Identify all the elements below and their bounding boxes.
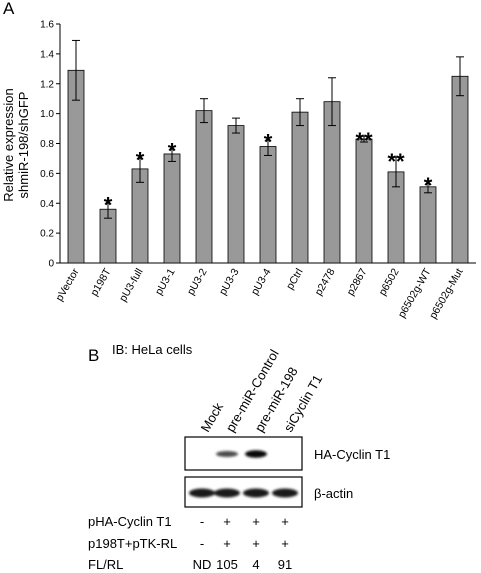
y-tick-label: 1.0: [40, 109, 54, 120]
bar: [163, 153, 181, 264]
x-tick-label: pVector: [53, 266, 81, 303]
condition-value: +: [223, 514, 231, 529]
actin-band: [243, 488, 269, 498]
bar: [195, 110, 213, 264]
y-tick-label: 0.2: [40, 229, 54, 240]
condition-value: +: [252, 514, 260, 529]
x-tick-label: p6502g-Mut: [427, 266, 465, 321]
bar: [451, 75, 469, 264]
condition-row-label: p198T+pTK-RL: [88, 536, 178, 551]
lane-label: pre-miR-198: [252, 364, 301, 434]
ha-band: [245, 450, 267, 458]
significance-marker: *: [424, 173, 433, 198]
y-ticks: 0 0.2 0.4 0.6 0.8 1.0 1.2 1.4 1.6: [40, 20, 60, 270]
actin-band: [189, 488, 215, 498]
condition-value: -: [199, 536, 205, 551]
bars: ** * * *****: [67, 39, 469, 264]
y-tick-label: 0.4: [40, 199, 54, 210]
bar: [259, 146, 277, 264]
significance-marker: **: [387, 149, 405, 174]
condition-value: 105: [216, 557, 238, 572]
blot-label-ha-cyclin-t1: HA-Cyclin T1: [314, 447, 390, 462]
actin-band: [272, 488, 298, 498]
lane-label: siCyclin T1: [281, 372, 326, 434]
bar-chart: Relative expression shmiR-198/shGFP 0 0.2…: [1, 20, 476, 321]
panel-a-label: A: [3, 0, 15, 18]
bar: [355, 138, 373, 264]
y-axis-label-line2: shmiR-198/shGFP: [16, 92, 31, 199]
significance-marker: *: [104, 192, 113, 217]
x-tick-label: p6502: [377, 266, 402, 297]
significance-marker: *: [168, 138, 177, 163]
ha-band: [216, 451, 238, 457]
y-axis-label-line1: Relative expression: [1, 88, 16, 201]
bar: [227, 125, 245, 264]
x-tick-labels: pVector p198T pU3-full pU3-1 pU3-2 pU3-3 pU3-4…: [53, 266, 465, 321]
condition-value: +: [281, 536, 289, 551]
panel-b-label: B: [88, 346, 100, 365]
actin-band: [214, 488, 240, 498]
x-tick-label: pU3-1: [153, 266, 178, 297]
lane-label: pre-miR-Control: [223, 347, 282, 435]
x-tick-label: pU3-3: [217, 266, 242, 297]
y-tick-label: 1.2: [40, 79, 54, 90]
x-tick-label: pU3-full: [117, 267, 145, 304]
lane-label: Mock: [198, 400, 227, 435]
beta-actin-bands: [189, 488, 298, 498]
significance-marker: **: [355, 128, 373, 153]
x-tick-label: p198T: [88, 266, 114, 298]
y-tick-label: 1.4: [40, 49, 54, 60]
bar: [131, 168, 149, 264]
beta-actin-blot-frame: [184, 476, 303, 508]
bar: [419, 186, 437, 264]
condition-value: ND: [192, 557, 212, 572]
condition-row-label: FL/RL: [88, 557, 124, 572]
ha-cyclin-blot-frame: [184, 436, 303, 471]
y-tick-label: 1.6: [40, 20, 54, 31]
blot-label-beta-actin: β-actin: [314, 486, 353, 501]
panel-b-title: IB: HeLa cells: [112, 342, 193, 357]
significance-marker: *: [264, 130, 273, 155]
x-tick-label: pCtrl: [284, 267, 305, 292]
condition-value: +: [281, 514, 289, 529]
y-tick-label: 0.6: [40, 169, 54, 180]
y-tick-label: 0: [48, 259, 54, 270]
bar: [291, 111, 309, 264]
ha-cyclin-bands: [216, 450, 267, 458]
condition-value: -: [199, 514, 205, 529]
x-tick-label: p2478: [313, 266, 338, 297]
x-tick-label: pU3-2: [185, 266, 210, 297]
condition-row-label: pHA-Cyclin T1: [88, 514, 172, 529]
x-tick-label: pU3-4: [249, 266, 274, 297]
condition-value: +: [252, 536, 260, 551]
condition-value: +: [223, 536, 231, 551]
condition-value: 4: [252, 557, 260, 572]
condition-value: 91: [277, 557, 293, 572]
y-tick-label: 0.8: [40, 139, 54, 150]
x-tick-label: p2867: [345, 266, 370, 297]
significance-marker: *: [136, 147, 145, 172]
